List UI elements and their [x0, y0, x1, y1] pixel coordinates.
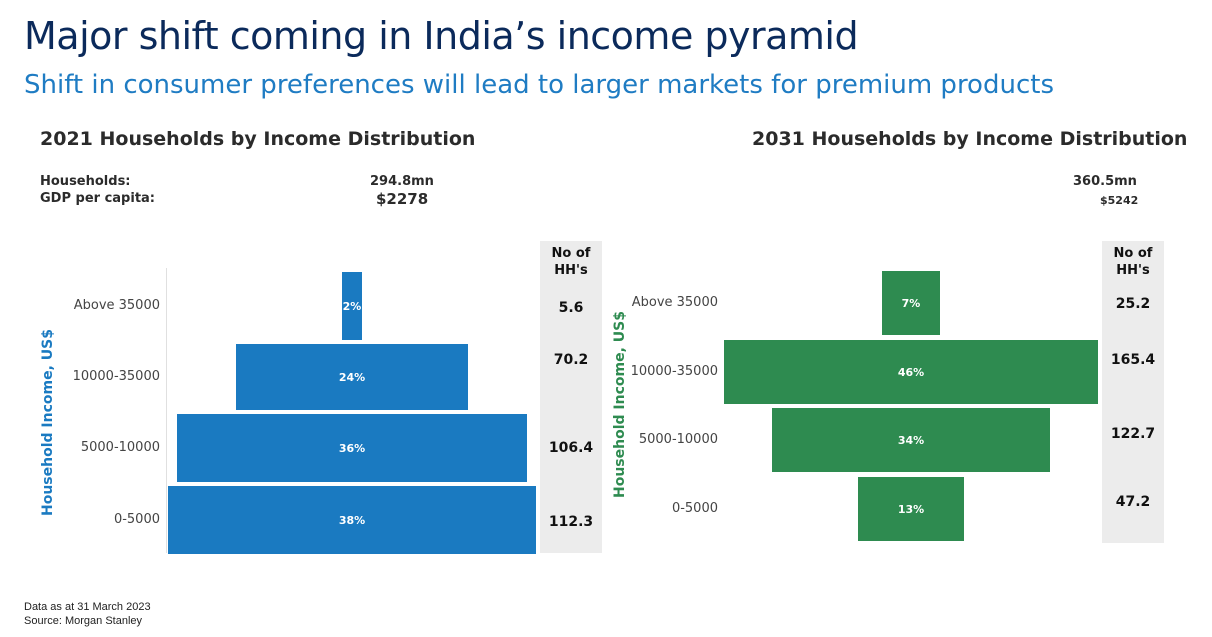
bar-value-label: 24% [338, 370, 366, 384]
households-count: 112.3 [548, 514, 594, 530]
bar: 38% [167, 486, 537, 554]
category-label: 10000-35000 [72, 369, 160, 384]
footer-date: Data as at 31 March 2023 [24, 601, 151, 613]
bar-value-label: 13% [897, 502, 925, 516]
footer-source: Source: Morgan Stanley [24, 615, 143, 627]
bar: 46% [723, 340, 1099, 404]
bar-value-label: 7% [901, 296, 921, 310]
axis-line [166, 268, 167, 553]
bar-value-label: 38% [338, 513, 366, 527]
households-value: 294.8mn [370, 174, 434, 189]
category-label: Above 35000 [73, 298, 160, 313]
households-count: 5.6 [558, 300, 584, 316]
bar-value-label: 34% [897, 433, 925, 447]
households-column-header: No of HH's [551, 246, 591, 278]
y-axis-title: Household Income, US$ [612, 311, 628, 498]
gdp-value: $2278 [376, 190, 429, 208]
households-value: 360.5mn [1073, 174, 1137, 189]
households-column: No of HH's [1102, 241, 1164, 543]
households-count: 25.2 [1115, 296, 1151, 312]
category-label: 0-5000 [113, 512, 160, 527]
households-label: Households: [40, 174, 131, 189]
chart-title: 2021 Households by Income Distribution [40, 128, 476, 150]
category-label: 0-5000 [671, 501, 718, 516]
category-label: 10000-35000 [630, 364, 718, 379]
chart-2031: 2031 Households by Income Distribution 3… [606, 128, 1206, 568]
households-count: 70.2 [553, 352, 589, 368]
chart-title: 2031 Households by Income Distribution [752, 128, 1188, 150]
category-label: 5000-10000 [80, 440, 160, 455]
households-count: 165.4 [1110, 352, 1156, 368]
households-count: 122.7 [1110, 426, 1156, 442]
households-count: 106.4 [548, 440, 594, 456]
households-column: No of HH's [540, 241, 602, 553]
page-title: Major shift coming in India’s income pyr… [24, 14, 859, 58]
households-column-header: No of HH's [1113, 246, 1153, 278]
bar: 34% [772, 408, 1050, 472]
bar-value-label: 46% [897, 365, 925, 379]
y-axis-title: Household Income, US$ [40, 329, 56, 516]
bar: 24% [235, 344, 469, 410]
bar: 2% [342, 272, 362, 340]
bar: 7% [882, 271, 940, 335]
bar: 13% [858, 477, 964, 541]
gdp-label: GDP per capita: [40, 191, 156, 206]
page-subtitle: Shift in consumer preferences will lead … [24, 70, 1054, 100]
category-label: 5000-10000 [638, 432, 718, 447]
households-count: 47.2 [1115, 494, 1151, 510]
bar: 36% [177, 414, 527, 482]
category-label: Above 35000 [631, 295, 718, 310]
gdp-value: $5242 [1100, 194, 1139, 207]
bar-value-label: 36% [338, 441, 366, 455]
bar-value-label: 2% [342, 299, 362, 313]
chart-2021: 2021 Households by Income Distribution H… [0, 128, 602, 568]
